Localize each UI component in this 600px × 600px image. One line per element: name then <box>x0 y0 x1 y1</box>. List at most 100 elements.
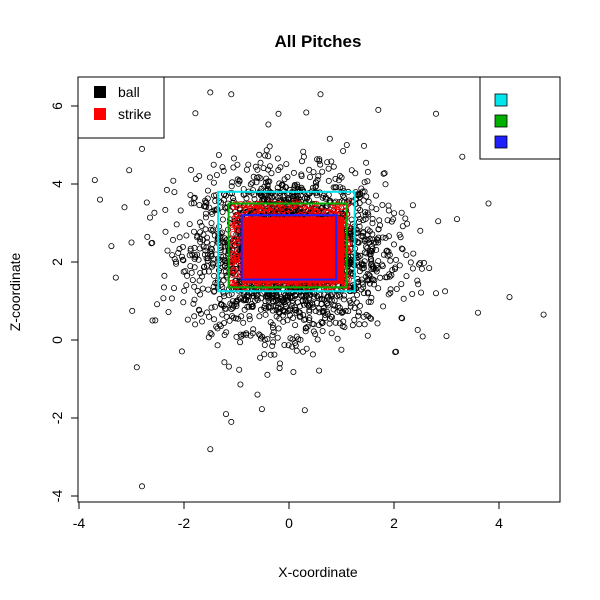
ball-point <box>264 371 271 378</box>
ball-point <box>399 223 406 230</box>
ball-point <box>386 273 393 280</box>
ball-point <box>390 241 397 248</box>
ball-point <box>191 244 198 251</box>
ball-point <box>233 333 240 340</box>
ball-point <box>361 236 368 243</box>
ball-point <box>190 200 197 207</box>
ball-point <box>287 307 294 314</box>
ball-point <box>409 290 416 297</box>
legend-pitch-type: ball strike <box>77 76 165 139</box>
ball-point <box>312 331 319 338</box>
ball-point <box>331 297 338 304</box>
ball-point <box>206 174 213 181</box>
ball-point <box>289 299 296 306</box>
ball-point <box>357 206 364 213</box>
ball-point <box>506 294 513 301</box>
ball-point <box>375 285 382 292</box>
ball-point <box>317 161 324 168</box>
ball-point <box>318 301 325 308</box>
ball-point <box>245 161 252 168</box>
strike-point <box>233 227 240 234</box>
ball-point <box>367 314 374 321</box>
ball-point <box>191 296 198 303</box>
ball-point <box>230 195 237 202</box>
ball-point <box>375 234 382 241</box>
ball-point <box>420 259 427 266</box>
ball-point <box>180 299 187 306</box>
ball-point <box>293 347 300 354</box>
ball-point <box>347 303 354 310</box>
ball-point <box>214 325 221 332</box>
ball-point <box>355 218 362 225</box>
ball-point <box>353 299 360 306</box>
ball-point <box>340 296 347 303</box>
ball-point <box>267 351 274 358</box>
ball-point <box>170 285 177 292</box>
ball-point <box>328 158 335 165</box>
ball-point <box>419 333 426 340</box>
ball-point <box>340 318 347 325</box>
ball-point <box>203 309 210 316</box>
legend-label-strike: strike <box>118 106 152 122</box>
ball-point <box>348 167 355 174</box>
ball-point <box>365 211 372 218</box>
ball-point <box>149 317 156 324</box>
ball-point <box>256 151 263 158</box>
ball-point <box>320 307 327 314</box>
ball-point <box>385 233 392 240</box>
ball-point <box>387 289 394 296</box>
ball-point <box>237 381 244 388</box>
ball-point <box>200 264 207 271</box>
ball-point <box>208 208 215 215</box>
ball-point <box>359 188 366 195</box>
ball-point <box>289 343 296 350</box>
zone-1-0 <box>217 190 356 293</box>
strike-point <box>256 205 263 212</box>
ball-point <box>418 265 425 272</box>
ball-point <box>361 321 368 328</box>
ball-point <box>221 263 228 270</box>
strike-point <box>233 220 240 227</box>
ball-point <box>277 164 284 171</box>
ball-point <box>316 309 323 316</box>
ball-point <box>352 170 359 177</box>
ball-point <box>126 167 133 174</box>
ball-point <box>410 250 417 257</box>
ball-point <box>338 346 345 353</box>
ball-point <box>369 220 376 227</box>
ball-point <box>198 222 205 229</box>
ball-point <box>297 336 304 343</box>
y-axis-ticks: -4 -2 0 2 4 6 <box>49 102 78 502</box>
ball-point <box>398 281 405 288</box>
ball-point <box>143 199 150 206</box>
ball-point <box>351 304 358 311</box>
ball-point <box>368 204 375 211</box>
ball-point <box>266 163 273 170</box>
ball-point <box>361 188 368 195</box>
ball-point <box>364 290 371 297</box>
ball-point <box>300 153 307 160</box>
ball-point <box>432 110 439 117</box>
ball-point <box>382 181 389 188</box>
ball-point <box>208 246 215 253</box>
ball-point <box>190 300 197 307</box>
ball-point <box>356 200 363 207</box>
ball-point <box>403 273 410 280</box>
ball-point <box>246 316 253 323</box>
ball-point <box>269 324 276 331</box>
zone-0-99 <box>227 202 348 289</box>
ball-point <box>247 332 254 339</box>
ball-point <box>273 292 280 299</box>
ball-point <box>332 319 339 326</box>
ball-point <box>160 295 167 302</box>
ball-point <box>385 202 392 209</box>
ball-point <box>392 256 399 263</box>
ball-point <box>384 217 391 224</box>
y-tick-label: 2 <box>49 258 65 266</box>
ball-point <box>270 292 277 299</box>
ball-point <box>362 243 369 250</box>
ball-point <box>306 317 313 324</box>
ball-point <box>398 209 405 216</box>
ball-point <box>210 179 217 186</box>
ball-point <box>313 182 320 189</box>
